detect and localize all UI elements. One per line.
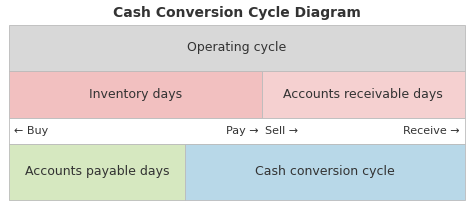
Text: Receive →: Receive → bbox=[403, 126, 460, 136]
Bar bbox=[185, 144, 465, 200]
Bar bbox=[9, 25, 465, 71]
Text: Accounts payable days: Accounts payable days bbox=[25, 165, 169, 178]
Text: Operating cycle: Operating cycle bbox=[187, 41, 287, 54]
Text: Cash Conversion Cycle Diagram: Cash Conversion Cycle Diagram bbox=[113, 6, 361, 20]
Text: Pay →: Pay → bbox=[226, 126, 259, 136]
Text: Cash conversion cycle: Cash conversion cycle bbox=[255, 165, 394, 178]
Text: ← Buy: ← Buy bbox=[14, 126, 48, 136]
Text: Sell →: Sell → bbox=[265, 126, 298, 136]
Bar bbox=[262, 71, 465, 117]
Bar bbox=[9, 71, 262, 117]
Bar bbox=[9, 144, 185, 200]
Text: Inventory days: Inventory days bbox=[89, 88, 182, 101]
Text: Accounts receivable days: Accounts receivable days bbox=[283, 88, 443, 101]
Bar bbox=[9, 117, 465, 144]
